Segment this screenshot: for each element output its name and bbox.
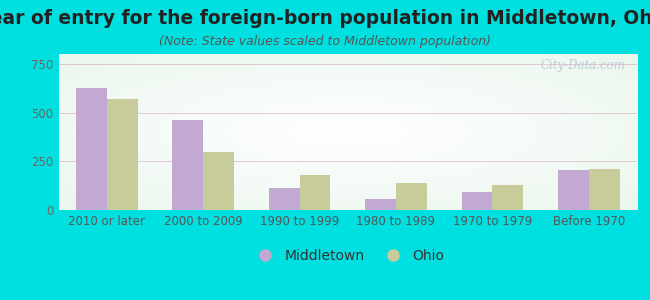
Bar	[365, 199, 396, 210]
Text: City-Data.com: City-Data.com	[541, 59, 625, 72]
Bar	[107, 99, 138, 210]
Text: (Note: State values scaled to Middletown population): (Note: State values scaled to Middletown…	[159, 34, 491, 47]
Bar	[589, 169, 619, 210]
Bar	[268, 188, 300, 210]
Legend: Middletown, Ohio: Middletown, Ohio	[246, 244, 450, 268]
Bar	[396, 183, 427, 210]
Bar	[558, 170, 589, 210]
Bar	[462, 193, 492, 210]
Bar	[172, 120, 203, 210]
Bar	[300, 175, 330, 210]
Text: Year of entry for the foreign-born population in Middletown, Ohio: Year of entry for the foreign-born popul…	[0, 9, 650, 28]
Bar	[76, 88, 107, 210]
Bar	[493, 184, 523, 210]
Bar	[203, 152, 234, 210]
